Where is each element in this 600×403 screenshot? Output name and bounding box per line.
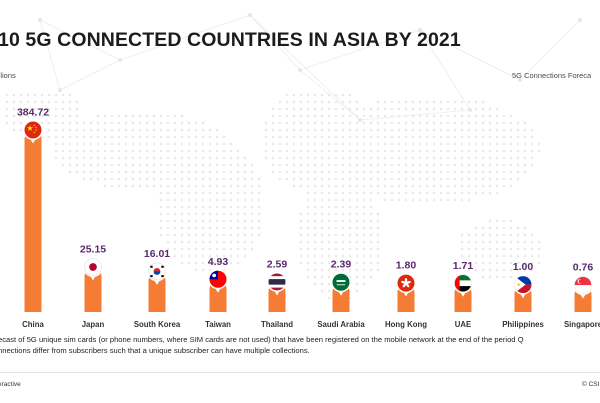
category-label: Singapore (564, 320, 600, 329)
value-label: 0.76 (573, 262, 594, 274)
value-label: 384.72 (17, 107, 49, 119)
bar-group: 1.00 Philippines (502, 261, 544, 329)
bar-base (24, 303, 42, 312)
bar-base (209, 303, 227, 312)
bar-group: 1.80 Hong Kong (385, 260, 427, 329)
category-label: Hong Kong (385, 320, 427, 329)
category-label: UAE (455, 320, 471, 329)
category-label: China (22, 320, 44, 329)
bar-group: 2.59 Thailand (261, 258, 293, 329)
value-label: 1.80 (396, 260, 417, 272)
bar-group: 1.71 UAE (453, 260, 474, 329)
category-label: Philippines (502, 320, 544, 329)
copyright-text: © CSI (582, 381, 600, 388)
bar-base (332, 303, 350, 312)
philippines-flag-icon (513, 274, 533, 299)
bar-base (454, 303, 472, 312)
chart-title: 10 5G CONNECTED COUNTRIES IN ASIA BY 202… (0, 29, 461, 51)
y-axis-unit-label: illions (0, 71, 16, 80)
value-label: 2.59 (267, 258, 288, 270)
bar-group: 2.39 Saudi Arabia (317, 259, 365, 329)
bar-group: 384.72 China (17, 107, 49, 330)
brand-left-text: eractive (0, 381, 21, 388)
bar-group: 16.01 South Korea (134, 248, 181, 329)
uae-flag-icon (453, 273, 473, 297)
bar-base (268, 303, 286, 312)
footnote-line-2: nnections differ from subscribers such t… (0, 345, 310, 355)
taiwan-flag-icon (208, 269, 228, 293)
bar-base (514, 303, 532, 312)
network-lines (38, 13, 582, 122)
footnote: ecast of 5G unique sim cards (or phone n… (0, 335, 600, 356)
bar (84, 268, 102, 312)
category-label: South Korea (134, 320, 181, 329)
singapore-flag-icon (573, 275, 593, 299)
bar (24, 131, 42, 312)
value-label: 1.00 (513, 261, 534, 273)
footer-divider (0, 372, 600, 373)
japan-flag-icon (83, 257, 103, 281)
legend-label: 5G Connections Foreca (512, 71, 592, 80)
map-dots (5, 93, 541, 300)
category-label: Taiwan (205, 320, 231, 329)
bar-group: 4.93 Taiwan (205, 256, 231, 329)
bar (148, 272, 166, 312)
bar-base (397, 303, 415, 312)
value-label: 4.93 (208, 256, 229, 268)
category-label: Thailand (261, 320, 293, 329)
value-label: 2.39 (331, 259, 352, 271)
category-label: Japan (82, 320, 105, 329)
thailand-flag-icon (267, 271, 287, 296)
value-label: 16.01 (144, 248, 170, 260)
hong-kong-flag-icon (396, 273, 416, 297)
bar-base (574, 303, 592, 312)
saudi-arabia-flag-icon (331, 272, 351, 296)
bar-base (148, 303, 166, 312)
footnote-line-1: ecast of 5G unique sim cards (or phone n… (0, 335, 524, 344)
category-label: Saudi Arabia (317, 320, 365, 329)
value-label: 25.15 (80, 244, 106, 256)
south-korea-flag-icon (147, 261, 167, 285)
value-label: 1.71 (453, 260, 474, 272)
china-flag-icon (23, 120, 43, 144)
bar-group: 25.15 Japan (80, 244, 106, 330)
bar-group: 0.76 Singapore (564, 262, 600, 329)
bar-base (84, 303, 102, 312)
